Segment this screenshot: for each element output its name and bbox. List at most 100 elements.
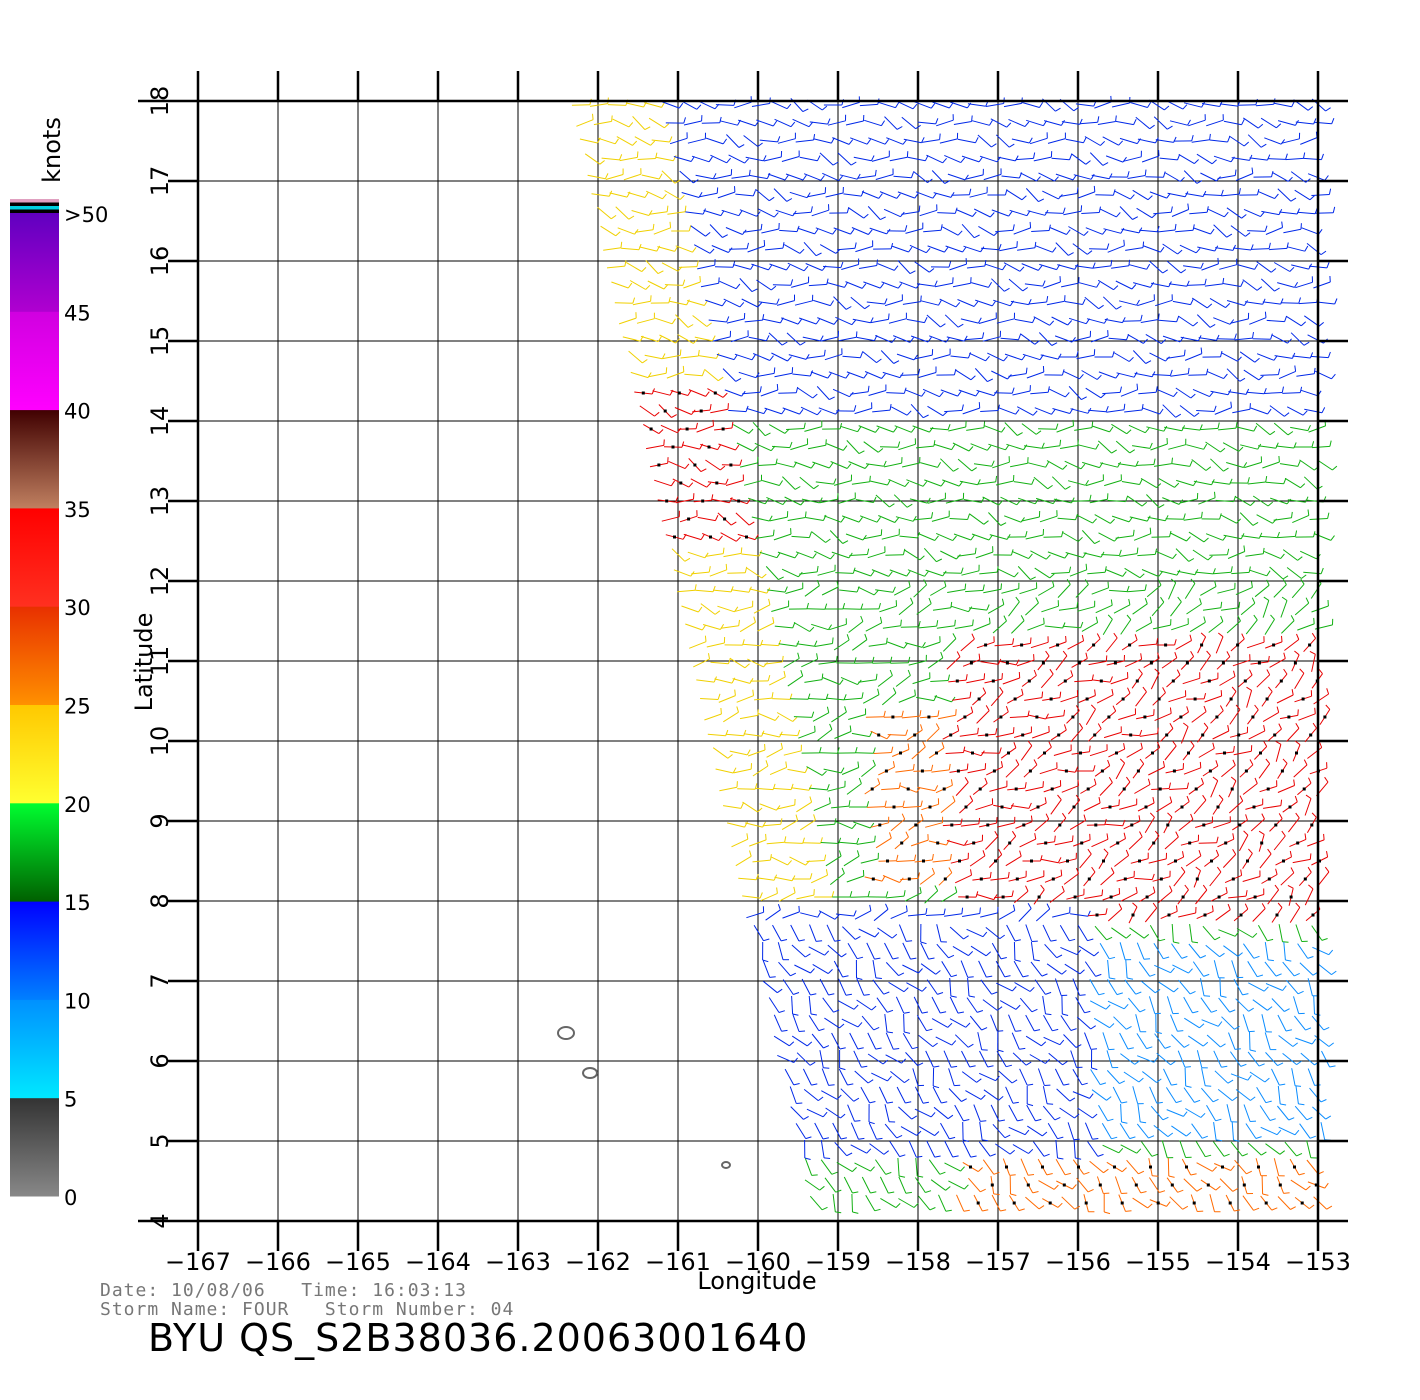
wind-barb	[737, 533, 759, 541]
wind-barb	[1191, 133, 1211, 143]
wind-barb-tick	[889, 669, 893, 676]
wind-barb	[939, 298, 961, 308]
wind-barb-shaft	[685, 211, 704, 215]
wind-barb-tick	[1041, 691, 1044, 698]
wind-barb	[1281, 615, 1295, 634]
wind-barb-tick	[799, 341, 806, 346]
wind-barb-tick	[1122, 317, 1126, 323]
wind-barb-shaft	[772, 698, 791, 700]
wind-barb	[1119, 206, 1139, 220]
wind-barb-shaft	[991, 278, 1005, 292]
wind-barb-tick	[1083, 814, 1087, 821]
wind-barb-shaft	[915, 445, 934, 449]
wind-barb-shaft	[1117, 463, 1136, 467]
wind-barb	[1223, 119, 1245, 126]
wind-barb-shaft	[1030, 641, 1049, 649]
wind-barb-tick	[1169, 796, 1173, 803]
wind-barb	[816, 818, 837, 827]
wind-barb-shaft	[653, 227, 671, 235]
wind-barb-tick	[966, 763, 969, 770]
wind-barb	[1221, 759, 1236, 778]
wind-barb-tick	[991, 460, 995, 467]
wind-barb-shaft	[1140, 477, 1157, 489]
wind-barb-shaft	[1068, 226, 1085, 236]
wind-barb-tick	[863, 213, 869, 219]
wind-barb-tick	[1062, 464, 1068, 470]
wind-barb	[1159, 154, 1181, 161]
wind-barb-tick	[1168, 782, 1171, 789]
wind-barb	[852, 317, 874, 324]
rain-flag-dot	[955, 679, 959, 683]
wind-barb	[1064, 298, 1086, 305]
wind-barb	[705, 299, 727, 307]
wind-barb-shaft	[1215, 247, 1234, 251]
wind-barb-tick	[1269, 430, 1276, 436]
wind-barb-tick	[971, 115, 973, 122]
wind-barb-shaft	[875, 335, 893, 343]
wind-barb	[726, 134, 745, 148]
wind-barb-shaft	[1004, 515, 1022, 523]
wind-barb	[977, 728, 998, 737]
wind-barb	[689, 635, 707, 649]
rain-flag-dot	[1279, 679, 1283, 683]
wind-barb-shaft	[1099, 462, 1118, 468]
wind-barb-shaft	[1024, 445, 1042, 449]
wind-barb-tick	[752, 446, 758, 452]
wind-barb	[1094, 759, 1111, 777]
wind-barb	[877, 263, 899, 271]
wind-barb-tick	[648, 210, 653, 216]
wind-barb-shaft	[1242, 279, 1258, 291]
wind-barb-shaft	[888, 318, 907, 324]
wind-barb	[1273, 830, 1286, 851]
wind-barb-shaft	[1193, 480, 1212, 486]
wind-barb	[1084, 296, 1104, 310]
wind-barb-tick	[866, 548, 870, 555]
wind-barb	[825, 850, 842, 867]
wind-barb-shaft	[1273, 102, 1292, 108]
wind-barb	[987, 189, 1008, 196]
wind-barb-tick	[809, 626, 815, 632]
wind-barb	[1051, 566, 1072, 574]
wind-barb-shaft	[1033, 316, 1050, 326]
wind-barb-shaft	[1115, 535, 1134, 539]
wind-barb-shaft	[1313, 533, 1331, 541]
wind-barb-tick	[984, 260, 987, 267]
wind-barb	[969, 186, 988, 198]
wind-barb-shaft	[754, 442, 772, 452]
wind-barb-tick	[1115, 115, 1117, 122]
wind-barb-shaft	[971, 533, 990, 541]
wind-barb-shaft	[885, 554, 904, 556]
wind-barb-shaft	[868, 643, 887, 647]
wind-barb-tick	[1066, 579, 1071, 585]
wind-barb-tick	[738, 210, 743, 216]
wind-barb-shaft	[1257, 190, 1275, 200]
wind-barb	[904, 549, 925, 561]
wind-barb-tick	[1112, 705, 1117, 712]
wind-barb-shaft	[1226, 368, 1241, 382]
wind-barb	[773, 783, 794, 791]
wind-barb	[1266, 315, 1288, 323]
wind-barb	[1174, 795, 1190, 813]
wind-barb-shaft	[637, 158, 656, 160]
wind-barb-tick	[860, 190, 865, 197]
wind-barb	[1143, 245, 1165, 253]
wind-barb-tick	[1162, 761, 1165, 768]
wind-barb-shaft	[920, 300, 939, 306]
wind-barb	[1047, 551, 1069, 559]
wind-barb-shaft	[1193, 799, 1207, 815]
wind-barb	[744, 821, 766, 828]
wind-barb	[705, 547, 725, 557]
wind-barb	[818, 655, 838, 665]
wind-barb	[1000, 742, 1017, 759]
wind-barb-shaft	[831, 711, 847, 723]
wind-barb	[1282, 549, 1303, 561]
wind-barb-shaft	[870, 318, 889, 324]
wind-barb	[988, 849, 1003, 868]
wind-barb-tick	[1110, 259, 1113, 266]
wind-barb-shaft	[1307, 839, 1325, 847]
wind-barb	[853, 821, 875, 829]
wind-barb	[1189, 616, 1206, 633]
wind-barb-tick	[708, 566, 711, 573]
wind-barb-shaft	[735, 193, 754, 197]
wind-barb-shaft	[666, 371, 684, 379]
